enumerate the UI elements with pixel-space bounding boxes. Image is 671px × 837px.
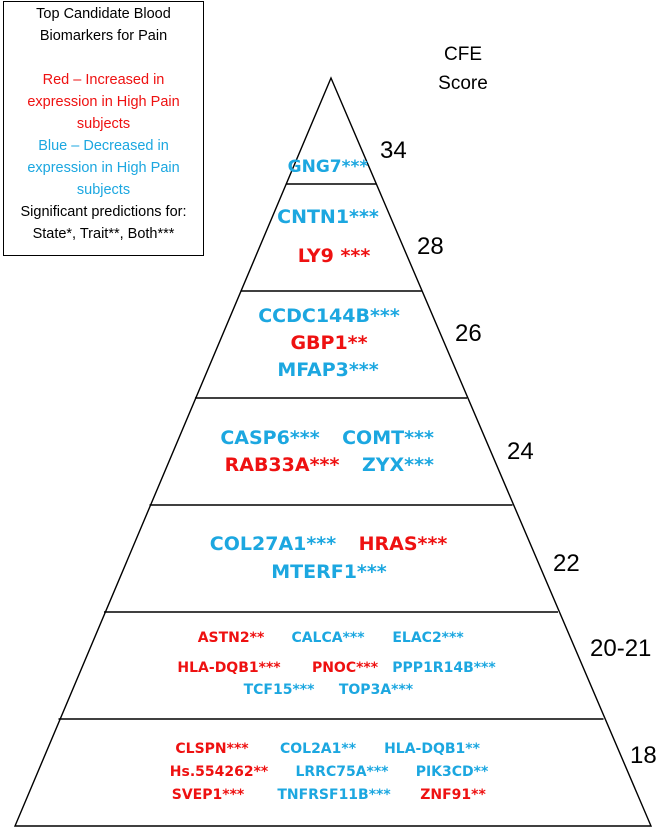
tier-2: CNTN1*** LY9 *** 28 bbox=[277, 206, 444, 267]
legend-red-line-2: expression in High Pain bbox=[27, 94, 180, 110]
gene-label: GNG7*** bbox=[288, 157, 369, 177]
gene-label: COMT*** bbox=[342, 427, 434, 449]
tier-1: GNG7*** 34 bbox=[288, 137, 407, 177]
gene-label: CCDC144B*** bbox=[258, 305, 400, 327]
gene-label: CASP6*** bbox=[220, 427, 319, 449]
tier-score-label: 18 bbox=[630, 742, 657, 769]
gene-label: HLA-DQB1*** bbox=[177, 660, 281, 676]
legend-significance-line-2: State*, Trait**, Both*** bbox=[32, 226, 175, 242]
gene-label: MFAP3*** bbox=[277, 359, 378, 381]
gene-label: ZYX*** bbox=[362, 454, 434, 476]
gene-label: ASTN2** bbox=[198, 630, 265, 646]
cfe-header-line-1: CFE bbox=[444, 44, 482, 65]
gene-label: CALCA*** bbox=[291, 630, 365, 646]
cfe-score-header: CFE Score bbox=[425, 40, 501, 98]
tier-7: CLSPN*** COL2A1** HLA-DQB1** Hs.554262** LRR… bbox=[170, 741, 657, 803]
gene-label: SVEP1*** bbox=[172, 787, 245, 803]
gene-label: TCF15*** bbox=[244, 682, 316, 698]
tier-score-label: 28 bbox=[417, 233, 444, 260]
gene-label: ELAC2*** bbox=[392, 630, 464, 646]
legend-significance-line-1: Significant predictions for: bbox=[20, 204, 187, 220]
gene-label: PPP1R14B*** bbox=[392, 660, 496, 676]
legend-title-line-1: Top Candidate Blood bbox=[36, 6, 171, 22]
tier-content: GNG7*** 34 CNTN1*** LY9 *** 28 CCDC144B*** GBP… bbox=[170, 137, 657, 803]
gene-label: CNTN1*** bbox=[277, 206, 379, 228]
tier-score-label: 20-21 bbox=[590, 635, 651, 662]
legend-red-line-3: subjects bbox=[76, 116, 131, 132]
gene-label: COL27A1*** bbox=[210, 533, 336, 555]
gene-label: HLA-DQB1** bbox=[384, 741, 481, 757]
cfe-header-line-2: Score bbox=[438, 73, 488, 94]
gene-label: COL2A1** bbox=[280, 741, 357, 757]
gene-label: TNFRSF11B*** bbox=[277, 787, 391, 803]
gene-label: RAB33A*** bbox=[225, 454, 340, 476]
tier-3: CCDC144B*** GBP1** MFAP3*** 26 bbox=[258, 305, 481, 381]
tier-score-label: 34 bbox=[380, 137, 407, 164]
legend-blue-line-2: expression in High Pain bbox=[27, 160, 180, 176]
gene-label: ZNF91** bbox=[420, 787, 486, 803]
gene-label: LRRC75A*** bbox=[295, 764, 389, 780]
gene-label: CLSPN*** bbox=[175, 741, 249, 757]
gene-label: HRAS*** bbox=[359, 533, 448, 555]
legend-box: Top Candidate Blood Biomarkers for Pain … bbox=[3, 1, 204, 256]
gene-label: PIK3CD** bbox=[416, 764, 489, 780]
gene-label: PNOC*** bbox=[312, 660, 379, 676]
legend-red-line-1: Red – Increased in bbox=[42, 72, 165, 88]
pyramid-outline bbox=[13, 76, 653, 827]
tier-score-label: 26 bbox=[455, 320, 482, 347]
tier-dividers bbox=[58, 183, 604, 720]
gene-label: Hs.554262** bbox=[170, 764, 269, 780]
legend-blue-line-3: subjects bbox=[76, 182, 131, 198]
tier-5: COL27A1*** HRAS*** MTERF1*** 22 bbox=[210, 533, 580, 583]
gene-label: MTERF1*** bbox=[271, 561, 387, 583]
gene-label: TOP3A*** bbox=[339, 682, 414, 698]
tier-score-label: 22 bbox=[553, 550, 580, 577]
tier-4: CASP6*** COMT***RAB33A*** ZYX*** 24 bbox=[220, 427, 533, 476]
tier-6: ASTN2** CALCA*** ELAC2*** HLA-DQB1*** PNOC**… bbox=[177, 630, 651, 698]
gene-label: GBP1** bbox=[290, 332, 367, 354]
gene-label: LY9 *** bbox=[298, 245, 371, 267]
legend-blue-line-1: Blue – Decreased in bbox=[38, 138, 169, 154]
tier-score-label: 24 bbox=[507, 438, 534, 465]
legend-title-line-2: Biomarkers for Pain bbox=[39, 28, 168, 44]
